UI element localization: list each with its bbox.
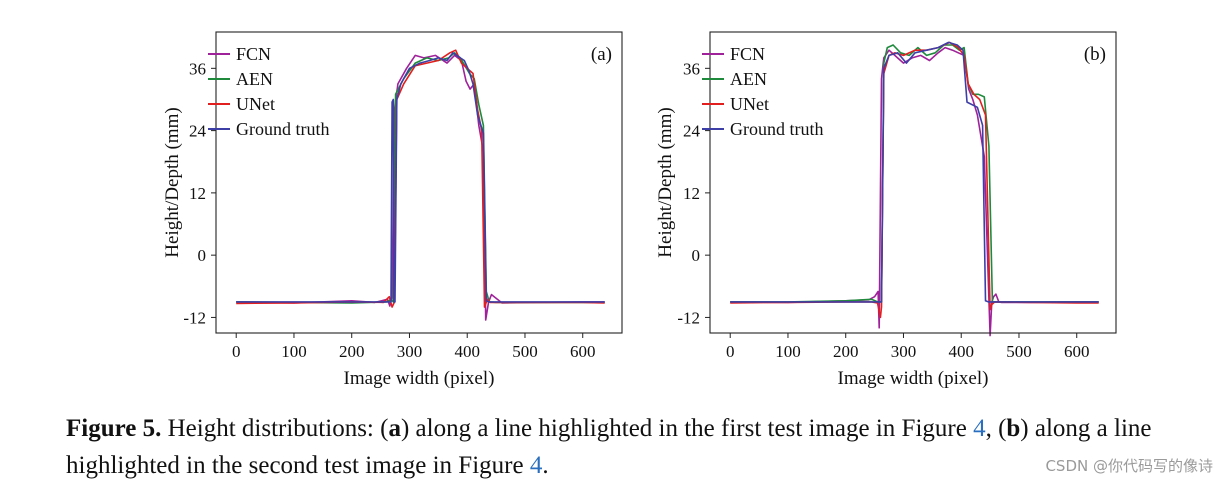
y-tick-label: 0 [198, 246, 207, 265]
x-tick-label: 200 [339, 342, 365, 361]
series-line-aen [730, 44, 1099, 303]
x-tick-label: 600 [570, 342, 596, 361]
series-line-unet [730, 41, 1099, 319]
x-axis-label: Image width (pixel) [838, 368, 989, 389]
x-tick-label: 0 [726, 342, 735, 361]
legend-label: AEN [730, 69, 767, 89]
x-tick-label: 0 [232, 342, 241, 361]
x-tick-label: 500 [1006, 342, 1032, 361]
chart-panel-a: 0 100 200 300 400 500 600 -12 0 12 24 36 Image width… [162, 31, 623, 389]
caption-text: , ( [985, 415, 1007, 442]
y-tick-label: -12 [183, 308, 206, 327]
series-line-fcn [730, 46, 1099, 337]
x-tick-label: 300 [891, 342, 917, 361]
y-tick-label: 36 [683, 59, 700, 78]
plot-frame [709, 31, 1117, 334]
panel-label: (b) [1084, 44, 1106, 65]
plot-frame [215, 31, 623, 334]
x-tick-label: 200 [833, 342, 859, 361]
caption-panel-b: b [1006, 415, 1021, 442]
y-tick-label: 0 [692, 246, 701, 265]
legend-label: Ground truth [730, 119, 824, 139]
y-tick-label: 12 [683, 184, 700, 203]
legend-label: UNet [236, 94, 275, 114]
x-tick-label: 500 [512, 342, 538, 361]
legend-label: AEN [236, 69, 273, 89]
legend-label: FCN [236, 44, 271, 64]
panel-label: (a) [591, 44, 612, 65]
series-line-ground-truth [730, 41, 1099, 303]
y-tick-label: -12 [677, 308, 700, 327]
x-tick-label: 400 [454, 342, 480, 361]
figure-ref-link[interactable]: 4 [973, 415, 986, 442]
y-tick-label: 12 [189, 184, 206, 203]
legend-label: FCN [730, 44, 765, 64]
series-line-aen [236, 52, 605, 304]
figure-ref-link[interactable]: 4 [529, 452, 543, 479]
legend-label: Ground truth [236, 119, 330, 139]
x-tick-label: 600 [1064, 342, 1090, 361]
x-tick-label: 100 [775, 342, 801, 361]
caption-text: Height distributions: ( [161, 415, 389, 442]
x-axis-label: Image width (pixel) [344, 368, 495, 389]
series-line-fcn [236, 54, 605, 321]
series-line-ground-truth [236, 52, 605, 303]
figure-caption: Figure 5. Height distributions: (a) alon… [66, 410, 1216, 484]
legend-label: UNet [730, 94, 769, 114]
x-tick-label: 300 [397, 342, 423, 361]
series-line-unet [236, 49, 605, 308]
x-tick-label: 400 [948, 342, 974, 361]
y-axis-label: Height/Depth (mm) [162, 107, 183, 257]
watermark: CSDN @你代码写的像诗 [1045, 457, 1213, 475]
y-tick-label: 36 [189, 59, 206, 78]
y-tick-label: 24 [189, 122, 207, 141]
caption-text: ) along a line highlighted in the second… [66, 415, 1152, 479]
caption-label: Figure 5. [66, 415, 162, 442]
y-axis-label: Height/Depth (mm) [655, 107, 676, 257]
caption-text: . [542, 452, 549, 479]
x-tick-label: 100 [281, 342, 307, 361]
y-tick-label: 24 [683, 122, 701, 141]
chart-panel-b: 0 100 200 300 400 500 600 -12 0 12 24 36 Image width… [655, 31, 1117, 389]
caption-text: ) along a line highlighted in the first … [400, 415, 974, 442]
caption-panel-a: a [388, 415, 401, 442]
